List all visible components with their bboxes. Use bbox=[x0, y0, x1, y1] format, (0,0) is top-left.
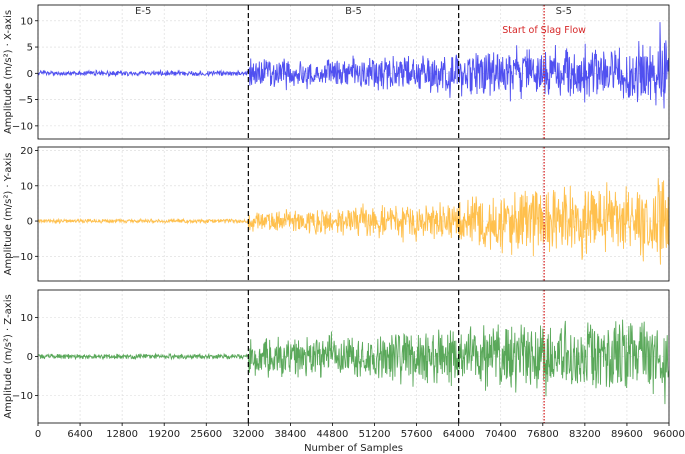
signal-line-z bbox=[38, 319, 669, 405]
y-tick-label: −10 bbox=[12, 121, 33, 132]
y-tick-label: 10 bbox=[20, 313, 33, 324]
x-tick-label: 6400 bbox=[67, 429, 92, 440]
x-tick-label: 32000 bbox=[232, 429, 264, 440]
shared-x-axis: 0 6400 12800 19200 25600 32000 38400 44800 51200… bbox=[35, 423, 685, 454]
subplot-x-axis: −10 −5 0 5 10 Amplitude (m/s²) · X-axis E-5 B-5… bbox=[3, 4, 670, 140]
y-axis-label: Amplitude (m/s²) · Y-axis bbox=[3, 153, 14, 276]
x-tick-label: 38400 bbox=[274, 429, 306, 440]
phase-label-e-5: E-5 bbox=[135, 6, 151, 17]
y-axis-label: Amplitude (m/s²) · Z-axis bbox=[3, 294, 14, 418]
x-tick-label: 25600 bbox=[190, 429, 222, 440]
y-tick-label: −10 bbox=[12, 391, 33, 402]
y-tick-label: 10 bbox=[20, 16, 33, 27]
phase-label-b-5: B-5 bbox=[345, 6, 362, 17]
y-tick-label: 0 bbox=[27, 352, 33, 363]
x-tick-label: 44800 bbox=[317, 429, 349, 440]
plot-frame bbox=[37, 146, 670, 282]
slag-flow-annotation: Start of Slag Flow bbox=[502, 25, 586, 36]
y-tick-label: 0 bbox=[27, 69, 33, 80]
x-tick-label: 12800 bbox=[106, 429, 138, 440]
x-tick-label: 19200 bbox=[148, 429, 180, 440]
subplots: −10 −5 0 5 10 Amplitude (m/s²) · X-axis E-5 B-5… bbox=[3, 4, 670, 424]
x-tick-label: 70400 bbox=[485, 429, 517, 440]
x-axis-label: Number of Samples bbox=[304, 443, 403, 454]
signal-line-x bbox=[38, 22, 669, 109]
y-tick-label: 5 bbox=[27, 43, 33, 54]
y-axis-label: Amplitude (m/s²) · X-axis bbox=[3, 10, 14, 134]
x-tick-label: 76800 bbox=[527, 429, 559, 440]
x-tick-label: 89600 bbox=[611, 429, 643, 440]
x-tick-label: 51200 bbox=[359, 429, 391, 440]
plot-frame bbox=[37, 4, 670, 140]
subplot-y-axis: −10 0 10 20 Amplitude (m/s²) · Y-axis bbox=[3, 146, 670, 282]
y-tick-label: 20 bbox=[20, 146, 33, 157]
phase-label-s-5: S-5 bbox=[556, 6, 572, 17]
signal-line-y bbox=[38, 178, 669, 265]
y-tick-label: −5 bbox=[18, 95, 33, 106]
y-tick-label: −10 bbox=[12, 252, 33, 263]
x-tick-label: 0 bbox=[35, 429, 41, 440]
subplot-z-axis: −10 0 10 Amplitude (m/s²) · Z-axis bbox=[3, 289, 670, 424]
y-tick-label: 0 bbox=[27, 217, 33, 228]
y-tick-label: 10 bbox=[20, 181, 33, 192]
x-tick-label: 83200 bbox=[569, 429, 601, 440]
x-tick-label: 57600 bbox=[401, 429, 433, 440]
x-tick-label: 96000 bbox=[653, 429, 685, 440]
x-tick-label: 64000 bbox=[443, 429, 475, 440]
